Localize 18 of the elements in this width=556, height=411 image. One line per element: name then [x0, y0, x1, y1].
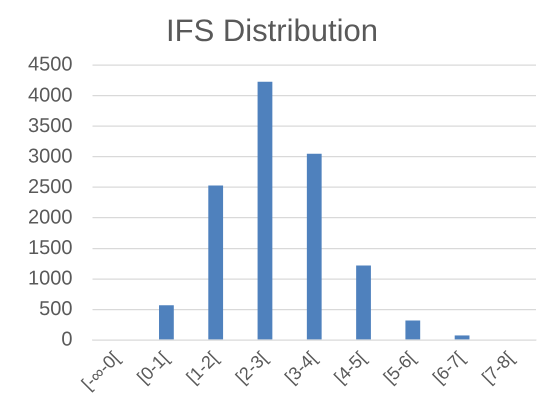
- y-tick-label: 500: [39, 298, 72, 320]
- bar: [454, 335, 470, 340]
- bar: [306, 154, 322, 340]
- y-tick-label: 3000: [28, 145, 72, 168]
- bar: [159, 305, 174, 340]
- y-tick-label: 1500: [28, 236, 72, 259]
- y-tick-label: 3500: [28, 114, 72, 137]
- y-tick-label: 2500: [28, 176, 72, 198]
- bar: [356, 266, 371, 340]
- y-tick-label: 4000: [28, 84, 72, 106]
- bar: [405, 320, 420, 340]
- y-tick-label: 4500: [28, 54, 72, 76]
- bar: [258, 82, 272, 340]
- y-tick-label: 1000: [28, 267, 72, 290]
- chart-title: IFS Distribution: [166, 13, 378, 48]
- y-tick-label: 2000: [28, 206, 72, 228]
- y-tick-label: 0: [61, 328, 72, 351]
- bar: [208, 186, 224, 340]
